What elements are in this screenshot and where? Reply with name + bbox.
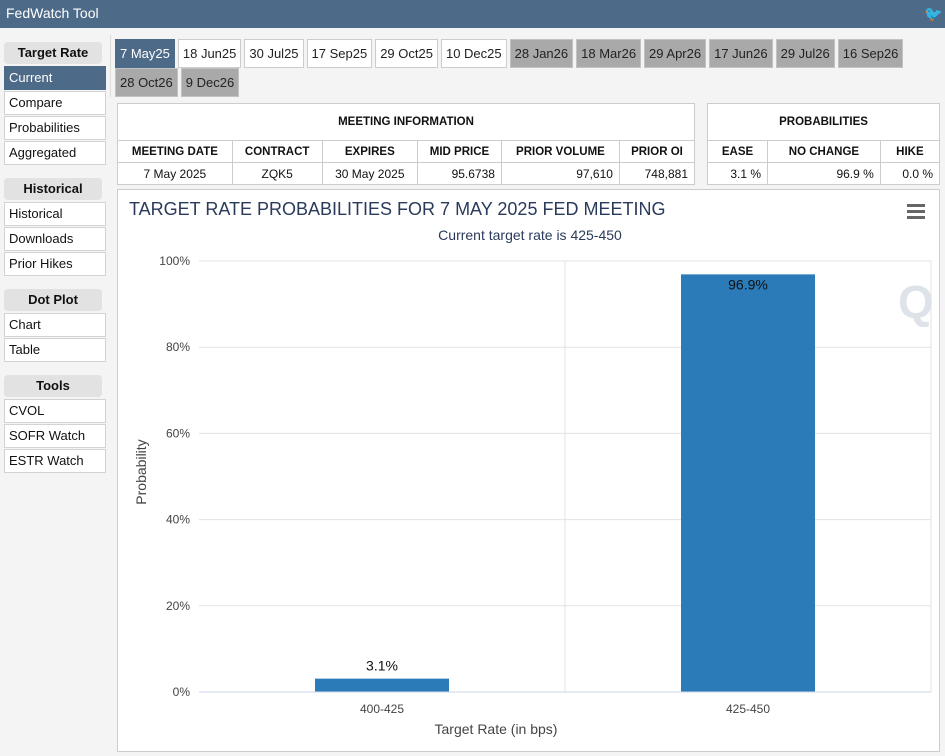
table-cell: EXPIRES: [321, 140, 419, 163]
sidebar-heading: Tools: [4, 375, 102, 397]
meeting-tab[interactable]: 18 Mar26: [576, 39, 642, 68]
sidebar-item-compare[interactable]: Compare: [4, 91, 106, 115]
y-tick-label: 60%: [166, 426, 190, 440]
meeting-tab[interactable]: 7 May25: [115, 39, 175, 68]
sidebar-item-cvol[interactable]: CVOL: [4, 399, 106, 423]
table-cell: EASE: [706, 140, 769, 163]
probability-chart: TARGET RATE PROBABILITIES FOR 7 MAY 2025…: [129, 199, 934, 737]
sidebar-item-prior-hikes[interactable]: Prior Hikes: [4, 252, 106, 276]
table-cell: CONTRACT: [231, 140, 323, 163]
probabilities-table: PROBABILITIES EASE NO CHANGE HIKE 3.1 % 96.9…: [706, 103, 941, 185]
table-cell: ZQK5: [231, 162, 323, 185]
meeting-tab[interactable]: 30 Jul25: [244, 39, 304, 68]
meeting-tab[interactable]: 17 Jun26: [709, 39, 773, 68]
meeting-tab[interactable]: 28 Jan26: [509, 39, 574, 68]
sidebar-heading: Dot Plot: [4, 289, 102, 311]
sidebar-item-downloads[interactable]: Downloads: [4, 227, 106, 251]
meeting-info-title: MEETING INFORMATION: [117, 103, 695, 141]
sidebar-item-current[interactable]: Current: [4, 66, 106, 90]
sidebar-item-probabilities[interactable]: Probabilities: [4, 116, 106, 140]
bar-400-425[interactable]: [315, 678, 449, 692]
y-tick-label: 100%: [159, 254, 190, 268]
sidebar-item-table[interactable]: Table: [4, 338, 106, 362]
table-cell: 30 May 2025: [321, 162, 419, 185]
y-tick-label: 80%: [166, 340, 190, 354]
sidebar-item-aggregated[interactable]: Aggregated: [4, 141, 106, 165]
table-cell: 3.1 %: [706, 162, 769, 185]
meeting-tab[interactable]: 18 Jun25: [177, 39, 242, 68]
spacer: [4, 277, 106, 287]
twitter-bird-icon[interactable]: 🐦: [924, 6, 943, 23]
sidebar-item-historical[interactable]: Historical: [4, 202, 106, 226]
sidebar-item-estr-watch[interactable]: ESTR Watch: [4, 449, 106, 473]
meeting-tab[interactable]: 28 Oct26: [115, 68, 178, 97]
table-cell: 7 May 2025: [117, 162, 233, 185]
app-title: FedWatch Tool: [6, 5, 99, 21]
title-bar: FedWatch Tool 🐦: [0, 0, 945, 28]
table-cell: PRIOR OI: [618, 140, 696, 163]
x-tick-label: 400-425: [360, 702, 404, 716]
y-tick-label: 20%: [166, 599, 190, 613]
sidebar-item-chart[interactable]: Chart: [4, 313, 106, 337]
table-cell: 0.0 %: [879, 162, 941, 185]
table-cell: HIKE: [879, 140, 941, 163]
watermark-logo: Q: [898, 276, 934, 328]
meeting-tab[interactable]: 9 Dec26: [180, 68, 240, 97]
meeting-tab[interactable]: 16 Sep26: [837, 39, 904, 68]
data-label: 3.1%: [366, 658, 398, 674]
meeting-tab[interactable]: 10 Dec25: [440, 39, 507, 68]
y-axis-label: Probability: [133, 439, 149, 504]
meeting-info-table: MEETING INFORMATION MEETING DATE CONTRACT…: [117, 103, 696, 185]
meeting-tab[interactable]: 17 Sep25: [306, 39, 373, 68]
chart-container: TARGET RATE PROBABILITIES FOR 7 MAY 2025…: [117, 189, 940, 752]
table-cell: 97,610: [500, 162, 620, 185]
spacer: [4, 166, 106, 176]
sidebar-heading: Target Rate: [4, 42, 102, 64]
chart-title: TARGET RATE PROBABILITIES FOR 7 MAY 2025…: [129, 199, 665, 219]
meeting-tabs: 7 May25 18 Jun25 30 Jul25 17 Sep25 29 Oct25 1…: [110, 35, 945, 97]
sidebar-item-sofr-watch[interactable]: SOFR Watch: [4, 424, 106, 448]
data-label: 96.9%: [728, 276, 768, 292]
table-cell: NO CHANGE: [767, 140, 881, 163]
table-cell: 95.6738: [417, 162, 502, 185]
y-tick-label: 40%: [166, 513, 190, 527]
meeting-tab[interactable]: 29 Apr26: [644, 39, 707, 68]
sidebar-heading: Historical: [4, 178, 102, 200]
chart-subtitle: Current target rate is 425-450: [438, 227, 622, 243]
x-tick-label: 425-450: [726, 702, 770, 716]
table-cell: PRIOR VOLUME: [500, 140, 620, 163]
meeting-tab[interactable]: 29 Jul26: [775, 39, 835, 68]
probabilities-title: PROBABILITIES: [707, 103, 940, 141]
x-axis-label: Target Rate (in bps): [435, 721, 558, 737]
hamburger-menu-icon[interactable]: [907, 204, 925, 219]
bar-425-450[interactable]: [681, 274, 815, 692]
table-cell: MEETING DATE: [117, 140, 233, 163]
table-cell: 748,881: [618, 162, 696, 185]
sidebar: Target Rate Current Compare Probabilities Ag…: [4, 40, 106, 474]
spacer: [4, 363, 106, 373]
y-tick-label: 0%: [173, 685, 191, 699]
table-cell: MID PRICE: [417, 140, 502, 163]
table-cell: 96.9 %: [767, 162, 881, 185]
meeting-tab[interactable]: 29 Oct25: [375, 39, 438, 68]
